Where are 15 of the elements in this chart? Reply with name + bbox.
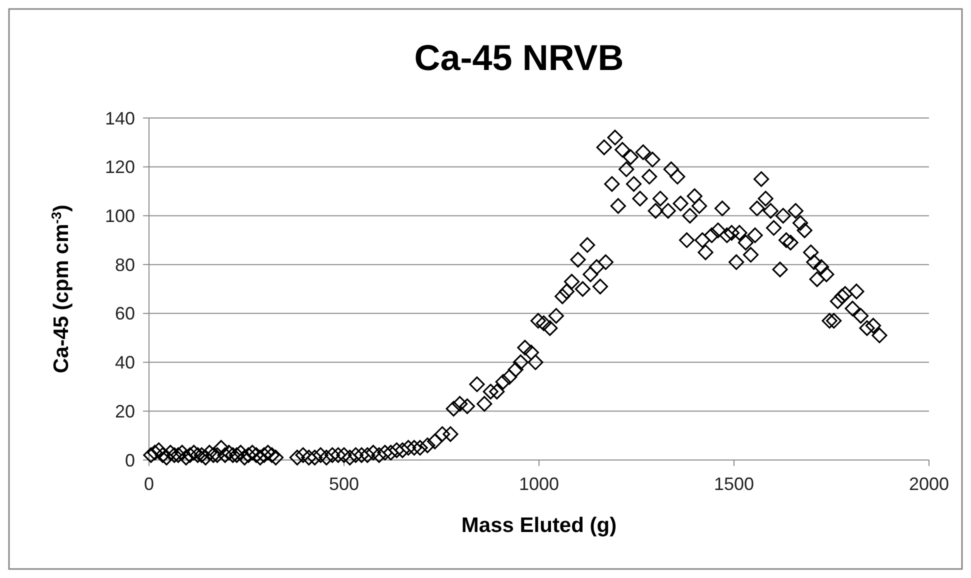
- y-tick-label: 120: [104, 157, 135, 178]
- x-tick-label: 2000: [908, 474, 950, 494]
- y-tick-label: 140: [104, 108, 135, 128]
- chart-title: Ca-45 NRVB: [414, 37, 624, 78]
- y-tick-label: 60: [114, 304, 135, 324]
- x-tick-label: 1500: [714, 474, 754, 494]
- x-tick-label: 500: [328, 474, 360, 494]
- x-tick-label: 0: [144, 474, 154, 494]
- y-tick-label: 100: [104, 206, 135, 226]
- y-tick-label: 0: [124, 450, 135, 470]
- y-tick-label: 40: [114, 352, 135, 373]
- y-tick-label: 20: [114, 401, 135, 422]
- y-tick-label: 80: [114, 254, 135, 275]
- x-axis-title: Mass Eluted (g): [461, 514, 617, 537]
- x-tick-label: 1000: [518, 474, 560, 494]
